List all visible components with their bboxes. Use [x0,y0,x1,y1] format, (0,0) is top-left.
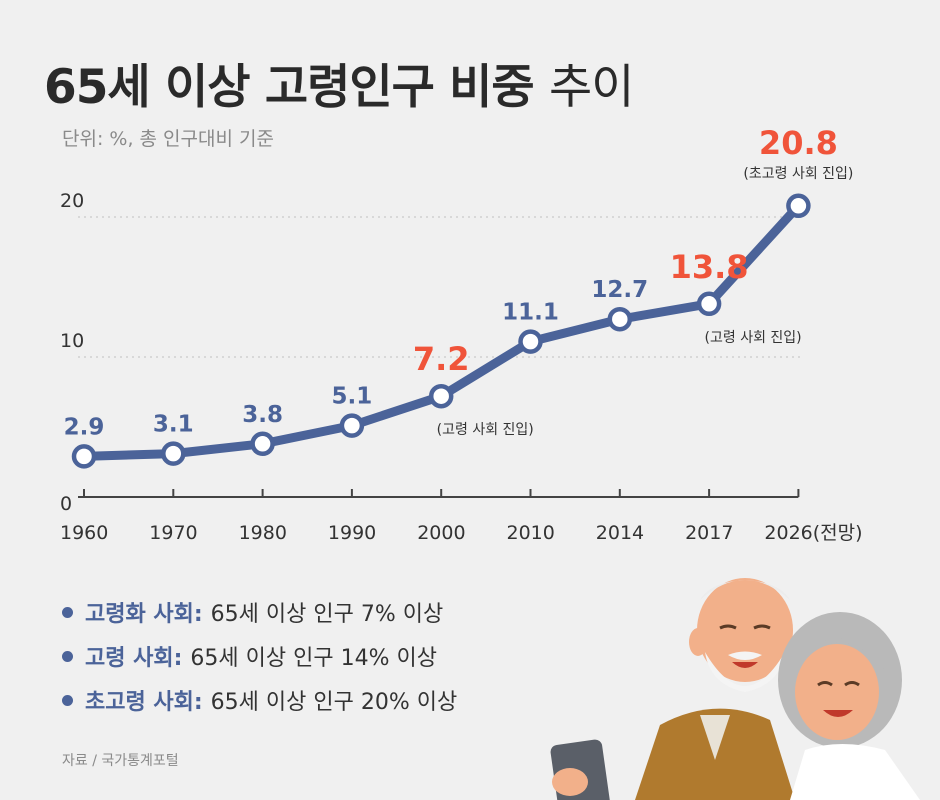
x-tick-label: 2014 [596,522,644,544]
data-point [71,444,97,469]
data-label: 12.7 [591,277,648,303]
unit-label: 단위: %, 총 인구대비 기준 [62,128,274,150]
data-label: 11.1 [502,300,559,326]
data-label: 7.2 [413,340,470,378]
annotation-label: (고령 사회 진입) [437,422,534,438]
data-point [696,291,722,317]
legend: 고령화 사회: 65세 이상 인구 7% 이상 고령 사회: 65세 이상 인구… [62,590,457,722]
annotation-label: (고령 사회 진입) [705,330,802,346]
x-tick-label: 1980 [239,522,287,544]
data-point [339,413,365,438]
data-label: 3.1 [153,412,194,438]
data-point [250,431,275,457]
y-tick-label: 0 [60,493,72,515]
data-point [518,329,543,354]
bullet-icon [62,694,73,706]
x-tick-label: 1990 [328,522,376,544]
title-bold: 65세 이상 고령인구 비중 [44,60,535,115]
x-tick-label: 2026(전망) [764,522,862,544]
legend-desc: 65세 이상 인구 14% 이상 [190,646,437,671]
legend-item: 고령 사회: 65세 이상 인구 14% 이상 [62,634,457,678]
legend-term: 고령 사회: [85,646,183,671]
x-tick-label: 2017 [685,522,733,544]
legend-item: 초고령 사회: 65세 이상 인구 20% 이상 [62,678,457,722]
data-label: 5.1 [332,384,373,410]
x-tick-label: 1960 [60,522,108,544]
data-point [161,441,186,466]
data-label: 2.9 [64,414,105,440]
page-title: 65세 이상 고령인구 비중 추이 [44,48,635,117]
line-chart: 0 10 20 1960 1970 1980 1990 2000 2010 2014 2017 202… [60,124,863,544]
bullet-icon [62,606,73,618]
annotation-label: (초고령 사회 진입) [743,166,853,182]
data-point [607,306,633,332]
bullet-icon [62,650,73,662]
x-tick-label: 2010 [507,522,555,544]
elderly-couple-illustration [550,578,920,800]
legend-term: 초고령 사회: [85,690,203,715]
y-tick-label: 10 [60,330,84,352]
source-note: 자료 / 국가통계포털 [62,753,179,769]
title-light: 추이 [549,60,634,115]
legend-item: 고령화 사회: 65세 이상 인구 7% 이상 [62,590,457,634]
data-point [428,383,454,409]
legend-desc: 65세 이상 인구 20% 이상 [210,690,458,715]
legend-desc: 65세 이상 인구 7% 이상 [210,602,444,627]
y-tick-label: 20 [60,190,84,212]
data-point [786,193,811,219]
legend-term: 고령화 사회: [85,602,203,627]
data-label: 20.8 [759,124,838,162]
x-tick-label: 1970 [149,522,197,544]
x-tick-label: 2000 [417,522,465,544]
data-label: 13.8 [670,248,749,286]
data-label: 3.8 [242,402,283,428]
